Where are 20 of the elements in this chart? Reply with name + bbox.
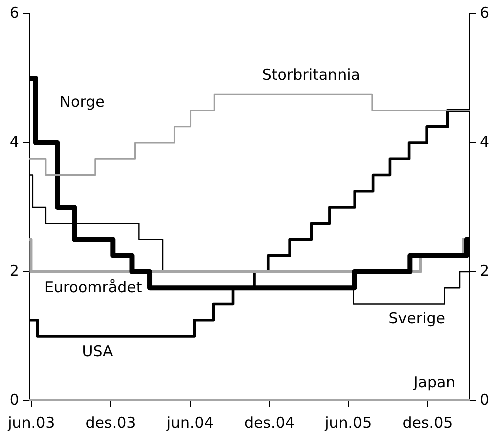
y2-tick-label: 6 <box>480 4 490 22</box>
series-label: Euroområdet <box>44 278 142 297</box>
y-tick-label: 4 <box>10 132 20 151</box>
y-tick-label: 6 <box>10 4 20 22</box>
series-label: Sverige <box>388 310 446 328</box>
y2-tick-label: 2 <box>480 262 490 280</box>
series-label: Norge <box>60 92 105 111</box>
x-tick-label: jun.05 <box>324 414 372 432</box>
x-tick-label: jun.04 <box>166 414 214 432</box>
y2-tick-label: 4 <box>480 132 490 151</box>
x-tick-label: des.03 <box>86 414 136 432</box>
series-label: USA <box>82 342 114 361</box>
x-tick-label: des.04 <box>244 414 295 432</box>
y2-tick-label: 0 <box>480 390 490 409</box>
y-tick-label: 2 <box>10 262 20 280</box>
x-tick-label: jun.03 <box>7 414 56 432</box>
x-tick-label: des.05 <box>402 414 454 432</box>
series-label: Storbritannia <box>262 66 360 84</box>
y-tick-label: 0 <box>10 390 20 409</box>
series-label: Japan <box>412 373 456 392</box>
